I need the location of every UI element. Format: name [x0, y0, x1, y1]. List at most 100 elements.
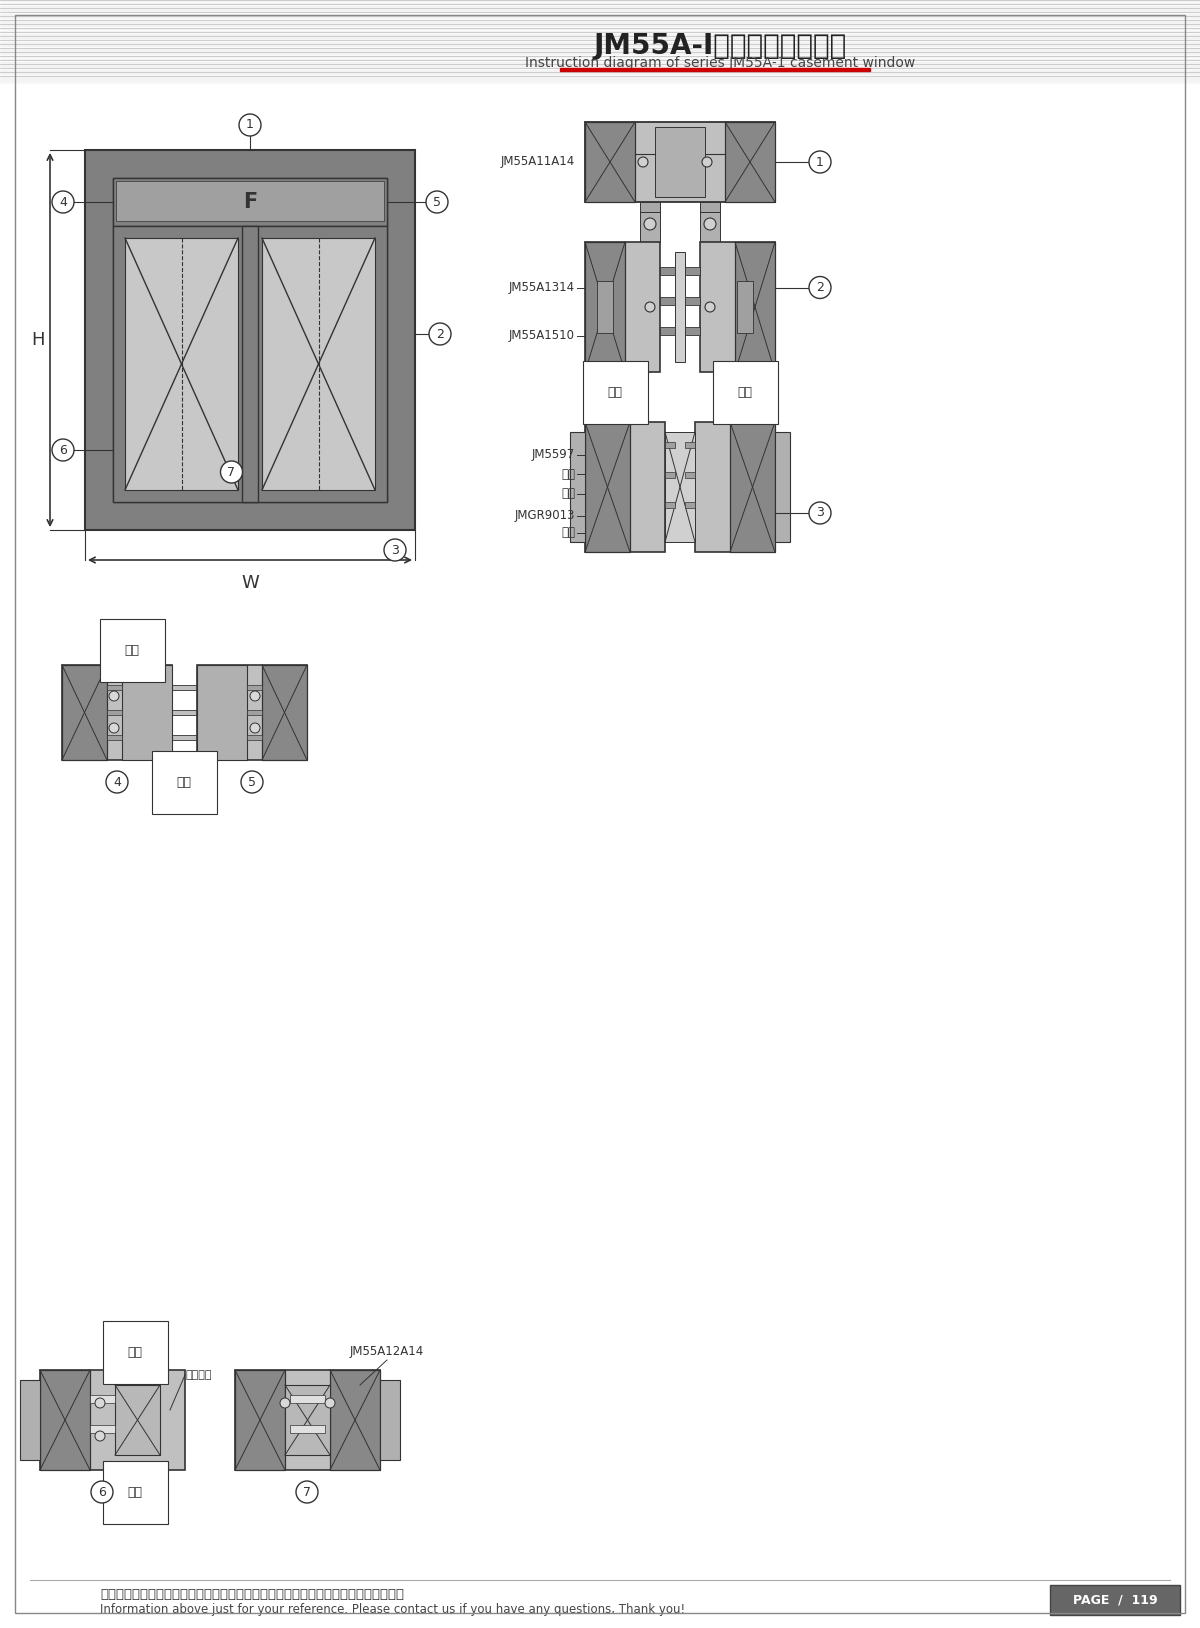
- Text: Instruction diagram of series JM55A-1 casement window: Instruction diagram of series JM55A-1 ca…: [524, 55, 916, 70]
- Bar: [113, 177, 386, 226]
- Bar: [700, 202, 720, 212]
- Bar: [674, 252, 685, 361]
- Circle shape: [241, 772, 263, 793]
- Bar: [107, 710, 122, 715]
- Text: 5: 5: [433, 195, 442, 208]
- Text: 4: 4: [59, 195, 67, 208]
- Bar: [586, 122, 635, 202]
- Bar: [570, 431, 586, 542]
- Circle shape: [109, 723, 119, 733]
- Bar: [725, 122, 775, 202]
- Text: 7: 7: [228, 466, 235, 479]
- Circle shape: [646, 303, 655, 313]
- Bar: [113, 177, 386, 501]
- Circle shape: [95, 1398, 106, 1408]
- Bar: [700, 212, 720, 243]
- Bar: [640, 202, 660, 212]
- Bar: [586, 422, 665, 552]
- Circle shape: [426, 190, 448, 213]
- Text: Information above just for your reference. Please contact us if you have any que: Information above just for your referenc…: [100, 1604, 685, 1617]
- Text: JMGR9013: JMGR9013: [515, 510, 575, 523]
- Text: 6: 6: [59, 443, 67, 456]
- Circle shape: [325, 1398, 335, 1408]
- Circle shape: [52, 440, 74, 461]
- Bar: [734, 243, 775, 373]
- Circle shape: [704, 218, 716, 230]
- Text: JM55A-I系列平开窗结构图: JM55A-I系列平开窗结构图: [593, 33, 847, 60]
- Bar: [116, 181, 384, 221]
- Text: 室内: 室内: [127, 1345, 143, 1358]
- Circle shape: [109, 690, 119, 702]
- Text: W: W: [241, 575, 259, 593]
- Bar: [125, 238, 238, 490]
- Circle shape: [430, 322, 451, 345]
- Bar: [660, 267, 674, 275]
- Bar: [242, 226, 258, 501]
- Circle shape: [296, 1481, 318, 1503]
- Text: JM55A12A14: JM55A12A14: [350, 1345, 424, 1358]
- Bar: [172, 710, 197, 715]
- Bar: [0, 0, 1200, 81]
- Bar: [197, 664, 247, 760]
- Text: 图中所示型材截面、装配、编号、尺寸及重量仅供参考。如有疑问，请向本公司查询。: 图中所示型材截面、装配、编号、尺寸及重量仅供参考。如有疑问，请向本公司查询。: [100, 1589, 404, 1602]
- Bar: [247, 685, 262, 690]
- Bar: [40, 1371, 90, 1470]
- Bar: [107, 734, 122, 741]
- Bar: [290, 1395, 325, 1403]
- Circle shape: [638, 156, 648, 168]
- Bar: [247, 710, 262, 715]
- Bar: [737, 282, 754, 334]
- Circle shape: [809, 277, 830, 298]
- Bar: [122, 664, 172, 760]
- Text: 3: 3: [391, 544, 398, 557]
- Text: 1: 1: [246, 119, 254, 132]
- Bar: [685, 296, 700, 304]
- Circle shape: [91, 1481, 113, 1503]
- Bar: [586, 122, 775, 202]
- Bar: [695, 422, 775, 552]
- Circle shape: [250, 723, 260, 733]
- Text: JM55A1510: JM55A1510: [509, 329, 575, 342]
- Text: 室外: 室外: [176, 775, 192, 788]
- Bar: [685, 501, 695, 508]
- Bar: [330, 1371, 380, 1470]
- Text: JM55A1314: JM55A1314: [509, 282, 575, 295]
- Circle shape: [702, 156, 712, 168]
- Bar: [247, 734, 262, 741]
- Text: 2: 2: [436, 327, 444, 340]
- Circle shape: [52, 190, 74, 213]
- Text: 4: 4: [113, 775, 121, 788]
- Text: 中空玻璃: 中空玻璃: [185, 1371, 211, 1381]
- Bar: [40, 1371, 185, 1470]
- Bar: [685, 441, 695, 448]
- Bar: [730, 422, 775, 552]
- Circle shape: [384, 539, 406, 562]
- Bar: [235, 1371, 380, 1470]
- Bar: [290, 1424, 325, 1433]
- Bar: [113, 226, 250, 501]
- Bar: [665, 431, 695, 542]
- Text: 3: 3: [816, 506, 824, 519]
- Bar: [85, 150, 415, 531]
- Circle shape: [95, 1431, 106, 1441]
- Bar: [172, 734, 197, 741]
- Bar: [665, 441, 674, 448]
- Bar: [586, 243, 625, 373]
- Bar: [197, 664, 307, 760]
- Bar: [665, 501, 674, 508]
- Bar: [62, 664, 107, 760]
- Bar: [685, 327, 700, 335]
- Bar: [107, 685, 122, 690]
- Bar: [560, 68, 870, 72]
- Bar: [598, 282, 613, 334]
- Text: PAGE  /  119: PAGE / 119: [1073, 1594, 1157, 1607]
- Bar: [665, 472, 674, 479]
- Bar: [380, 1381, 400, 1460]
- Text: 窗撑: 窗撑: [562, 487, 575, 500]
- Bar: [1050, 1586, 1180, 1615]
- Text: H: H: [31, 330, 44, 348]
- Bar: [262, 238, 374, 490]
- Text: 室外: 室外: [738, 386, 752, 399]
- Bar: [115, 1385, 160, 1455]
- Bar: [640, 212, 660, 243]
